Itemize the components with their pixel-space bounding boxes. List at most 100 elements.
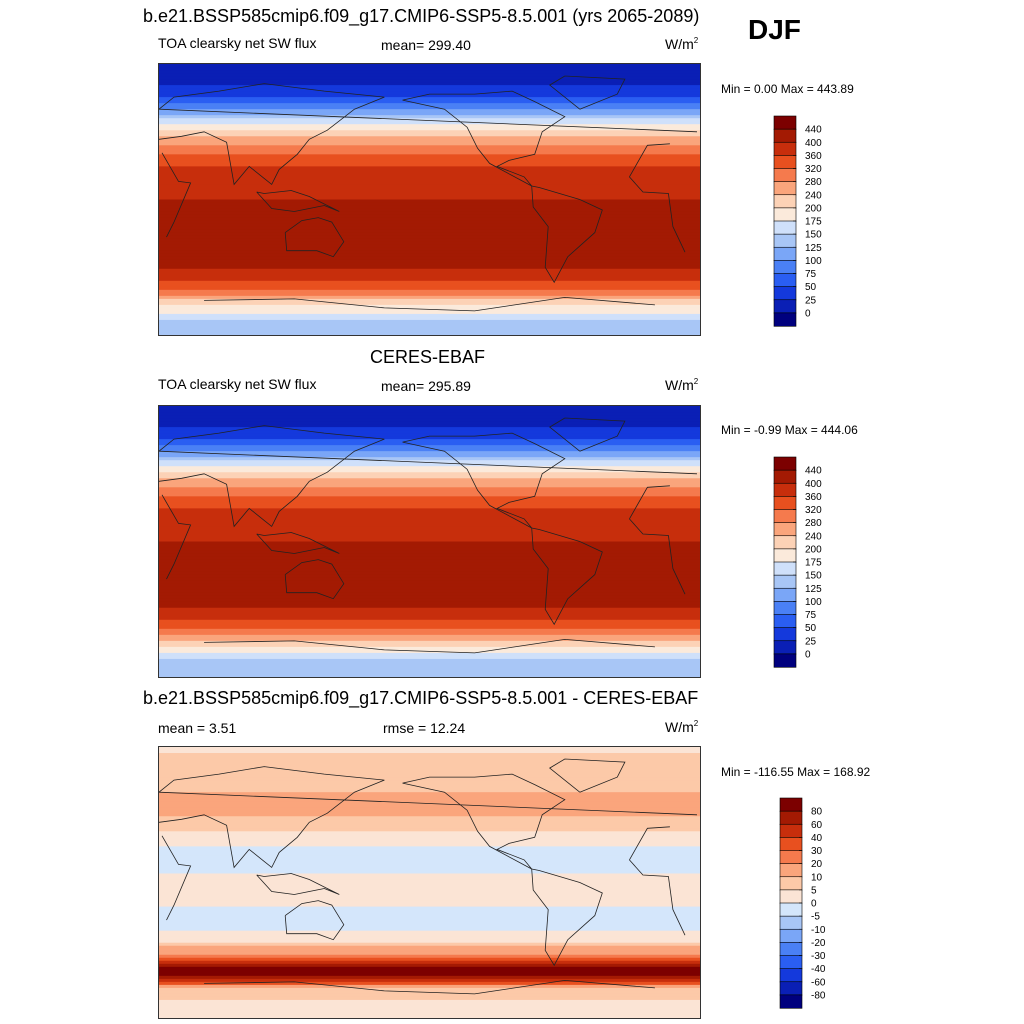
map-band [159, 888, 700, 893]
map-band [159, 882, 700, 887]
colorbar-swatch [779, 994, 803, 1009]
map-band [159, 963, 700, 968]
coastline [159, 766, 698, 869]
colorbar-tick-label: 440 [805, 466, 822, 477]
colorbar-tick-label: 100 [805, 256, 822, 267]
map-band [159, 852, 700, 856]
map-band [159, 798, 700, 802]
map-band [159, 876, 700, 881]
panel1-units-text: W/m [665, 36, 694, 52]
colorbar-swatch [773, 509, 797, 524]
map-band [159, 592, 700, 597]
colorbar-swatch [773, 535, 797, 550]
map-band [159, 244, 700, 249]
map-band [159, 939, 700, 944]
map-band [159, 789, 700, 793]
map-band [159, 900, 700, 905]
map-band [159, 328, 700, 333]
map-band [159, 166, 700, 170]
colorbar-swatch [773, 587, 797, 602]
coastline [531, 868, 603, 967]
panel2-title: CERES-EBAF [370, 347, 486, 367]
map-band [159, 304, 700, 309]
panel2-minmax: Min = -0.99 Max = 444.06 [721, 423, 858, 437]
colorbar-swatch [779, 928, 803, 943]
colorbar-tick-label: 75 [805, 610, 817, 621]
colorbar-tick-label: 80 [811, 807, 823, 818]
map-band [159, 885, 700, 890]
map-band [159, 118, 700, 122]
colorbar-swatch [773, 273, 797, 288]
map-band [159, 535, 700, 540]
map-band [159, 433, 700, 437]
map-band [159, 768, 700, 772]
map-band [159, 112, 700, 116]
map-band [159, 232, 700, 237]
map-band [159, 619, 700, 624]
map-band [159, 121, 700, 125]
map-band [159, 825, 700, 829]
map-band [159, 430, 700, 434]
map-band [159, 568, 700, 573]
map-band [159, 217, 700, 222]
map-band [159, 750, 700, 754]
colorbar-tick-label: 400 [805, 479, 822, 490]
panel1-title: b.e21.BSSP585cmip6.f09_g17.CMIP6-SSP5-8.… [143, 6, 700, 26]
map-band [159, 840, 700, 844]
coastline [159, 425, 698, 528]
map-band [159, 214, 700, 219]
map-band [159, 139, 700, 143]
panel1-minmax: Min = 0.00 Max = 443.89 [721, 82, 854, 96]
colorbar-tick-label: 100 [805, 597, 822, 608]
map-band [159, 879, 700, 884]
colorbar-tick-label: 75 [805, 269, 817, 280]
map-band [159, 322, 700, 327]
colorbar-swatch [773, 548, 797, 563]
map-band [159, 942, 700, 947]
map-band [159, 70, 700, 74]
map-band [159, 169, 700, 173]
map-band [159, 670, 700, 675]
map-band [159, 846, 700, 850]
map-band [159, 271, 700, 276]
colorbar-swatch [779, 981, 803, 996]
map-band [159, 589, 700, 594]
map-band [159, 415, 700, 419]
map-band [159, 235, 700, 240]
map-band [159, 205, 700, 210]
map-band [159, 562, 700, 567]
colorbar-tick-label: 280 [805, 177, 822, 188]
colorbar-tick-label: 25 [805, 295, 817, 306]
panel2-colorbar: 440 400 360 320 280 240 200 175 150 125 100 75 50 25 0 [773, 456, 834, 672]
colorbar-tick-label: 150 [805, 571, 822, 582]
map-band [159, 780, 700, 784]
map-band [159, 601, 700, 606]
colorbar-swatch [779, 915, 803, 930]
coastline [549, 75, 626, 110]
map-band [159, 664, 700, 669]
map-band [159, 181, 700, 186]
map-band [159, 969, 700, 974]
map-band [159, 187, 700, 192]
map-band [159, 547, 700, 552]
map-band [159, 999, 700, 1004]
map-band [159, 643, 700, 648]
map-band [159, 106, 700, 110]
map-band [159, 67, 700, 71]
map-band [159, 822, 700, 826]
map-band [159, 442, 700, 446]
map-band [159, 238, 700, 243]
map-band [159, 804, 700, 808]
map-band [159, 418, 700, 422]
colorbar-swatch [779, 863, 803, 878]
colorbar-swatch [773, 640, 797, 655]
map-band [159, 82, 700, 86]
colorbar-swatch [773, 469, 797, 484]
map-band [159, 487, 700, 491]
colorbar-tick-label: 200 [805, 544, 822, 555]
map-band [159, 756, 700, 760]
colorbar-swatch [773, 168, 797, 183]
coastline [549, 758, 626, 793]
map-band [159, 936, 700, 941]
map-band [159, 762, 700, 766]
